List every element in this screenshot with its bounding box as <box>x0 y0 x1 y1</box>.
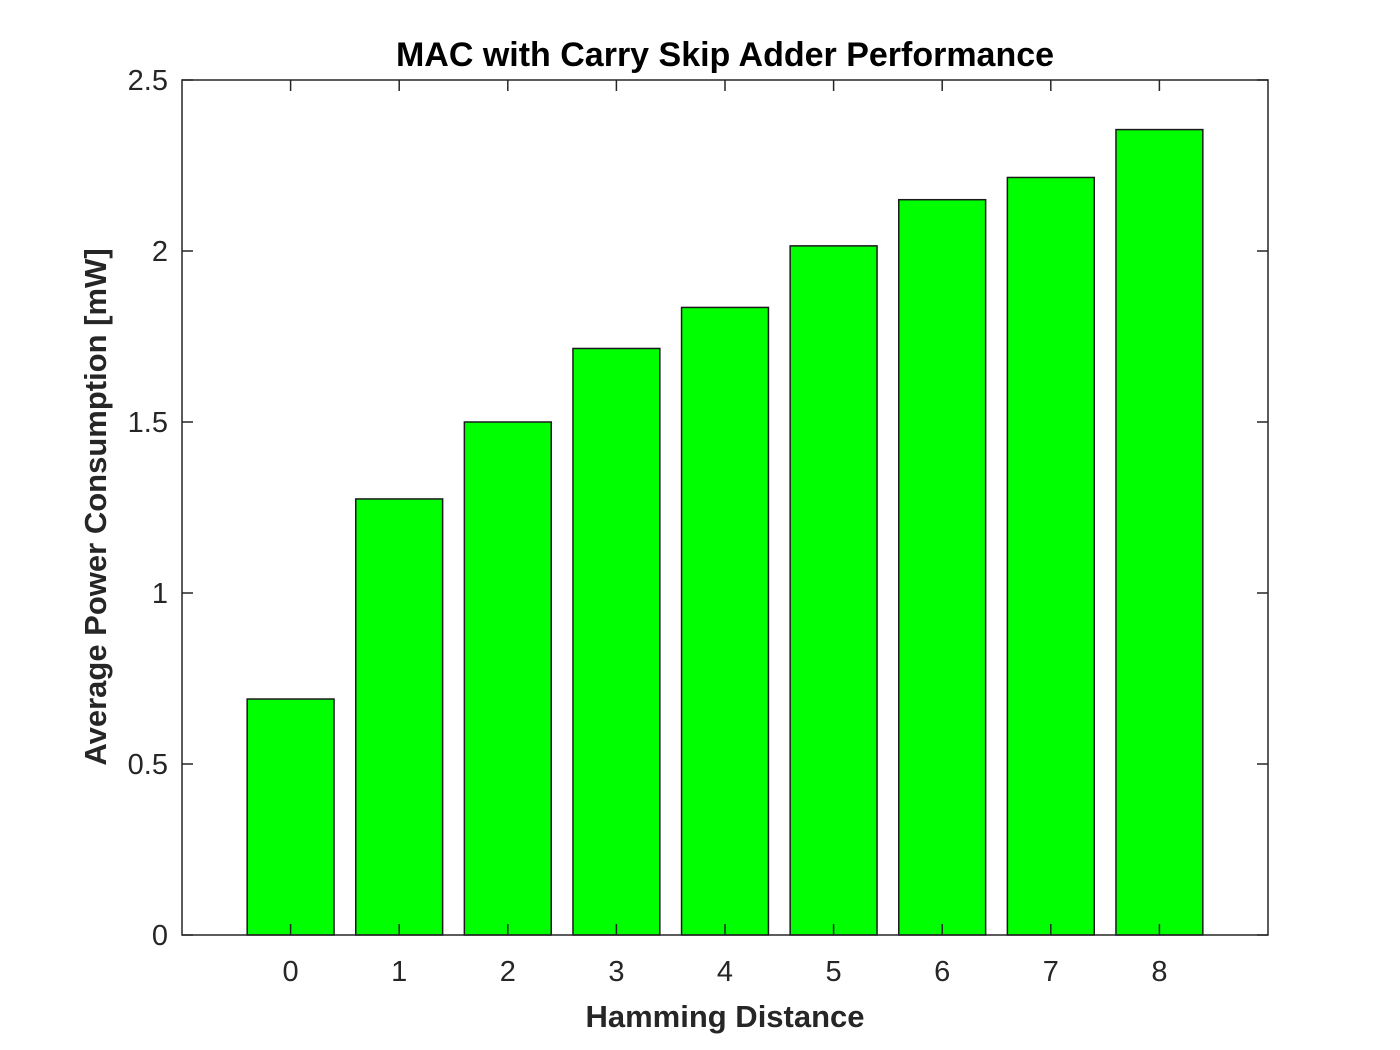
y-tick-label-2: 2 <box>152 236 168 268</box>
bar-8 <box>1115 128 1204 936</box>
x-tick-label-7: 7 <box>1043 956 1059 988</box>
bar-7 <box>1006 176 1095 936</box>
bar-6 <box>898 198 987 936</box>
x-tick-label-2: 2 <box>500 956 516 988</box>
y-tick-labels: 0 0.5 1 1.5 2 2.5 <box>128 65 168 952</box>
bar-0 <box>246 698 335 936</box>
chart-title: MAC with Carry Skip Adder Performance <box>396 36 1054 74</box>
x-tick-labels: 0 1 2 3 4 5 6 7 8 <box>283 956 1168 988</box>
x-tick-label-1: 1 <box>391 956 407 988</box>
bar-1 <box>355 498 444 936</box>
y-tick-label-1.5: 1.5 <box>128 407 168 439</box>
bar-2 <box>463 421 552 936</box>
y-tick-label-0: 0 <box>152 920 168 952</box>
bar-5 <box>789 245 878 936</box>
x-tick-label-6: 6 <box>934 956 950 988</box>
x-tick-label-4: 4 <box>717 956 733 988</box>
y-axis-label: Average Power Consumption [mW] <box>78 248 113 765</box>
x-tick-label-0: 0 <box>283 956 299 988</box>
x-axis-label: Hamming Distance <box>585 999 864 1034</box>
y-tick-label-1: 1 <box>152 578 168 610</box>
x-tick-label-8: 8 <box>1151 956 1167 988</box>
y-tick-label-0.5: 0.5 <box>128 749 168 781</box>
axes-box <box>181 79 1269 936</box>
bar-4 <box>680 306 770 936</box>
y-tick-label-2.5: 2.5 <box>128 65 168 97</box>
bars-layer <box>246 128 1204 936</box>
bar-3 <box>572 347 661 936</box>
x-tick-label-5: 5 <box>826 956 842 988</box>
x-tick-label-3: 3 <box>608 956 624 988</box>
